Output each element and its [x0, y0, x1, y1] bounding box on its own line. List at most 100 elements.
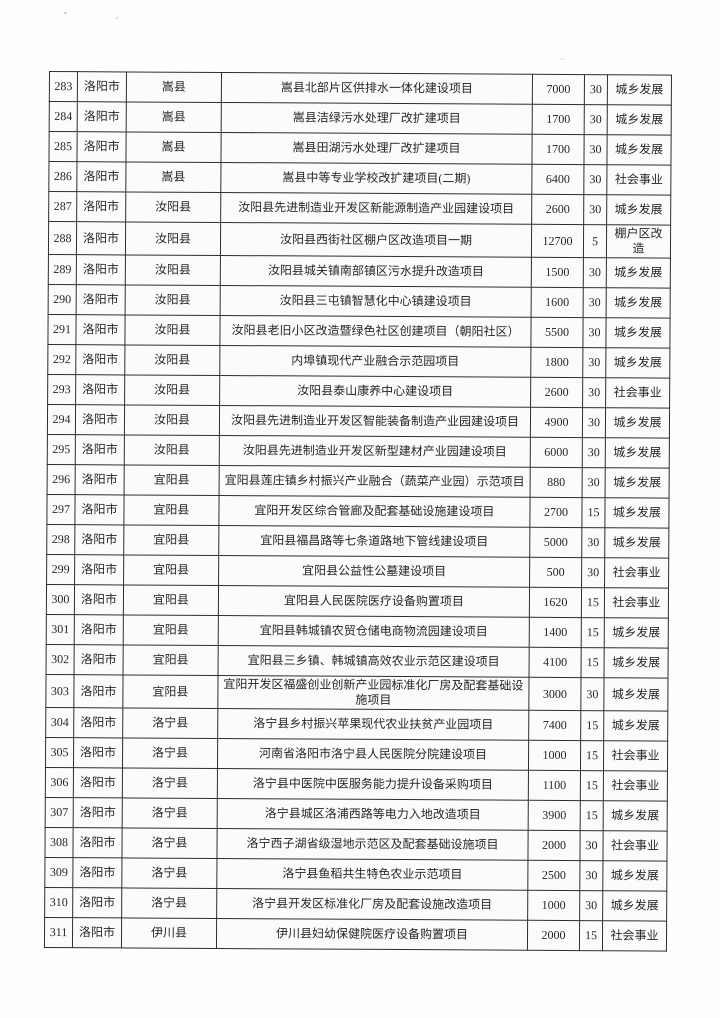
amount-cell: 1700 — [532, 104, 585, 135]
seq-cell: 299 — [46, 554, 75, 585]
years-cell: 30 — [580, 677, 605, 711]
amount-cell: 1400 — [529, 617, 582, 648]
project-cell: 宜阳县韩城镇农贸仓储电商物流园建设项目 — [218, 615, 530, 648]
amount-cell: 7400 — [528, 710, 581, 741]
category-cell: 棚户区改造 — [606, 224, 671, 259]
county-cell: 宜阳县 — [123, 524, 219, 556]
years-cell: 15 — [581, 617, 605, 648]
table-row: 305 洛阳市 洛宁县 河南省洛阳市洛宁县人民医院分院建设项目 1000 15 社会事业 — [45, 737, 668, 772]
county-cell: 汝阳县 — [124, 404, 220, 436]
county-cell: 宜阳县 — [123, 494, 220, 526]
category-cell: 城乡发展 — [604, 497, 670, 529]
city-cell: 洛阳市 — [77, 101, 127, 132]
seq-cell: 307 — [45, 797, 74, 828]
amount-cell: 1800 — [530, 347, 583, 378]
table-row: 311 洛阳市 伊川县 伊川县妇幼保健院医疗设备购置项目 2000 15 社会事业 — [44, 917, 667, 952]
project-cell: 嵩县洁绿污水处理厂改扩建项目 — [221, 102, 533, 135]
seq-cell: 286 — [48, 161, 77, 192]
amount-cell: 1600 — [531, 287, 584, 318]
amount-cell: 2600 — [531, 194, 584, 225]
project-cell: 洛宁县鱼稻共生特色农业示范项目 — [216, 858, 528, 891]
table-row: 286 洛阳市 嵩县 嵩县中等专业学校改扩建项目(二期) 6400 30 社会事业 — [48, 161, 671, 196]
city-cell: 洛阳市 — [75, 404, 125, 435]
seq-cell: 290 — [48, 284, 77, 315]
years-cell: 15 — [581, 587, 605, 618]
years-cell: 30 — [583, 257, 607, 288]
amount-cell: 7000 — [532, 74, 585, 105]
city-cell: 洛阳市 — [75, 434, 125, 465]
amount-cell: 5500 — [530, 317, 584, 348]
project-cell: 汝阳县三屯镇智慧化中心镇建设项目 — [220, 285, 532, 318]
years-cell: 30 — [583, 287, 607, 318]
seq-cell: 301 — [46, 614, 75, 645]
seq-cell: 288 — [48, 221, 77, 255]
city-cell: 洛阳市 — [74, 524, 124, 555]
city-cell: 洛阳市 — [75, 314, 126, 345]
amount-cell: 1700 — [531, 134, 585, 165]
table-row: 300 洛阳市 宜阳县 宜阳县人民医院医疗设备购置项目 1620 15 社会事业 — [46, 584, 669, 619]
county-cell: 嵩县 — [125, 161, 221, 193]
project-cell: 宜阳开发区福盛创业创新产业园标准化厂房及配套基础设施项目 — [217, 675, 530, 711]
table-row: 306 洛阳市 洛宁县 洛宁县中医院中医服务能力提升设备采购项目 1100 15 社会事业 — [45, 767, 668, 802]
category-cell: 城乡发展 — [607, 104, 672, 136]
county-cell: 汝阳县 — [124, 434, 220, 466]
category-cell: 城乡发展 — [604, 617, 669, 649]
years-cell: 30 — [582, 377, 606, 408]
seq-cell: 310 — [44, 887, 73, 918]
seq-cell: 302 — [46, 644, 75, 675]
project-cell: 宜阳县公益性公墓建设项目 — [218, 555, 530, 588]
category-cell: 城乡发展 — [602, 860, 667, 892]
table-row: 302 洛阳市 宜阳县 宜阳县三乡镇、韩城镇高效农业示范区建设项目 4100 15 城乡发展 — [46, 644, 669, 679]
city-cell: 洛阳市 — [76, 221, 126, 255]
seq-cell: 284 — [49, 101, 78, 132]
table-row: 304 洛阳市 洛宁县 洛宁县乡村振兴苹果现代农业扶贫产业园项目 7400 15 城乡发展 — [45, 707, 668, 742]
category-cell: 社会事业 — [605, 377, 670, 409]
seq-cell: 294 — [47, 404, 76, 435]
category-cell: 城乡发展 — [605, 407, 670, 439]
category-cell: 城乡发展 — [606, 257, 671, 289]
table-row: 283 洛阳市 嵩县 嵩县北部片区供排水一体化建设项目 7000 30 城乡发展 — [49, 71, 672, 106]
table-row: 284 洛阳市 嵩县 嵩县洁绿污水处理厂改扩建项目 1700 30 城乡发展 — [49, 101, 672, 136]
category-cell: 社会事业 — [602, 920, 667, 952]
table-row: 291 洛阳市 汝阳县 汝阳县老旧小区改造暨绿色社区创建项目（朝阳社区） 5500 30 城… — [47, 314, 671, 349]
scan-speck — [115, 17, 119, 19]
table-row: 310 洛阳市 洛宁县 洛宁县开发区标准化厂房及配套设施改造项目 1000 30 城乡发展 — [44, 887, 667, 922]
project-cell: 洛宁县城区洛浦西路等电力入地改造项目 — [217, 798, 529, 831]
county-cell: 汝阳县 — [125, 221, 221, 256]
county-cell: 洛宁县 — [122, 797, 218, 829]
seq-cell: 297 — [46, 494, 76, 525]
years-cell: 30 — [581, 557, 605, 588]
years-cell: 30 — [582, 467, 606, 498]
amount-cell: 6000 — [530, 437, 583, 468]
table-row: 288 洛阳市 汝阳县 汝阳县西街社区棚户区改造项目一期 12700 5 棚户区改造 — [48, 221, 671, 259]
county-cell: 宜阳县 — [123, 614, 219, 646]
amount-cell: 1100 — [528, 770, 581, 801]
years-cell: 30 — [583, 164, 607, 195]
city-cell: 洛阳市 — [74, 644, 124, 675]
category-cell: 城乡发展 — [606, 194, 671, 226]
category-cell: 社会事业 — [604, 587, 669, 619]
city-cell: 洛阳市 — [74, 614, 124, 645]
category-cell: 城乡发展 — [605, 347, 670, 379]
seq-cell: 292 — [47, 344, 76, 375]
amount-cell: 500 — [529, 557, 582, 588]
years-cell: 15 — [580, 770, 604, 801]
category-cell: 城乡发展 — [606, 287, 671, 319]
category-cell: 城乡发展 — [603, 800, 668, 832]
city-cell: 洛阳市 — [75, 464, 125, 495]
county-cell: 嵩县 — [125, 131, 222, 163]
category-cell: 社会事业 — [604, 557, 669, 589]
table-row: 307 洛阳市 洛宁县 洛宁县城区洛浦西路等电力入地改造项目 3900 15 城乡发展 — [45, 797, 668, 832]
city-cell: 洛阳市 — [72, 857, 122, 888]
seq-cell: 311 — [44, 917, 73, 948]
project-cell: 嵩县北部片区供排水一体化建设项目 — [221, 72, 533, 105]
city-cell: 洛阳市 — [73, 707, 123, 738]
years-cell: 30 — [579, 890, 603, 921]
scan-speck — [64, 12, 67, 14]
city-cell: 洛阳市 — [74, 584, 124, 615]
years-cell: 15 — [580, 740, 604, 771]
county-cell: 汝阳县 — [124, 314, 221, 346]
amount-cell: 1620 — [529, 587, 582, 618]
table-row: 308 洛阳市 洛宁县 洛宁西子湖省级湿地示范区及配套基础设施项目 2000 30 社会事业 — [44, 827, 668, 862]
years-cell: 15 — [581, 497, 606, 528]
